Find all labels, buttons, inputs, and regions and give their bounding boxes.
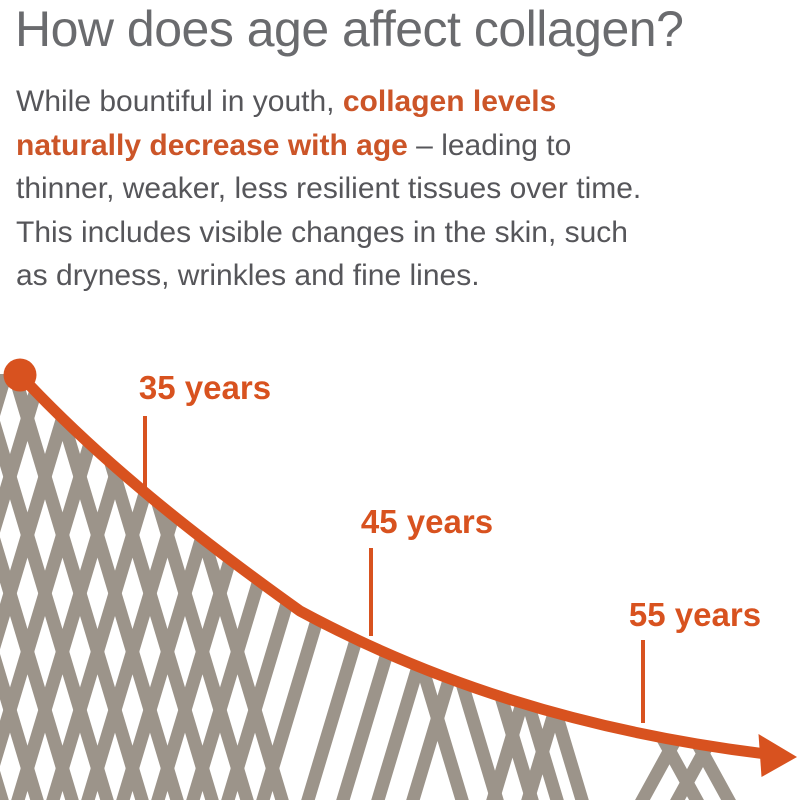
collagen-fiber-strand <box>0 374 52 805</box>
curve-arrowhead-icon <box>758 734 797 777</box>
collagen-fiber-mesh <box>0 374 800 805</box>
intro-text: as dryness, wrinkles and fine lines. <box>16 259 480 292</box>
collagen-fiber-strand <box>0 374 47 805</box>
intro-paragraph: While bountiful in youth, collagen level… <box>16 80 641 298</box>
collagen-fiber-strand <box>218 374 367 805</box>
collagen-fiber-strand <box>481 374 740 805</box>
figure-wrap: 35 years 45 years 55 years <box>0 340 800 805</box>
intro-line: naturally decrease with age – leading to <box>16 124 641 168</box>
decline-curve <box>14 369 772 760</box>
intro-accent-text: naturally decrease with age <box>16 128 408 162</box>
curve-start-dot <box>3 358 37 392</box>
page-title: How does age affect collagen? <box>15 1 684 57</box>
intro-text: This includes visible changes in the ski… <box>16 215 628 249</box>
intro-line: thinner, weaker, less resilient tissues … <box>16 167 641 211</box>
marker-label-35: 35 years <box>139 369 271 406</box>
marker-label-45: 45 years <box>361 503 493 540</box>
intro-line: as dryness, wrinkles and fine lines. <box>16 254 641 298</box>
collagen-fiber-strand <box>0 374 87 805</box>
collagen-decline-figure: 35 years 45 years 55 years <box>0 358 800 805</box>
intro-text: – leading to <box>407 128 572 162</box>
intro-line: While bountiful in youth, collagen level… <box>16 80 641 124</box>
intro-text: While bountiful in youth, <box>16 85 343 118</box>
collagen-fiber-strand <box>333 374 482 805</box>
collagen-fiber-strand <box>393 374 542 805</box>
intro-accent-text: collagen levels <box>342 85 557 118</box>
intro-text: thinner, weaker, less resilient tissues … <box>16 172 642 205</box>
intro-line: This includes visible changes in the ski… <box>16 211 641 255</box>
collagen-fiber-strand <box>666 374 800 805</box>
marker-label-55: 55 years <box>629 596 761 633</box>
